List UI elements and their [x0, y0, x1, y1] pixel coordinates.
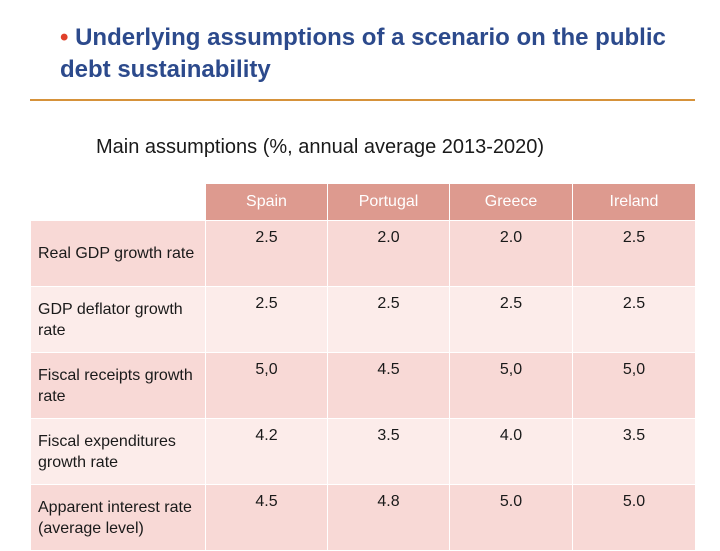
table-cell: 4.8	[327, 484, 450, 551]
table-cell: 4.0	[449, 418, 573, 485]
table-row: Apparent interest rate (average level) 4…	[30, 484, 696, 551]
assumptions-table: Spain Portugal Greece Ireland Real GDP g…	[30, 183, 696, 551]
row-label: Apparent interest rate (average level)	[30, 484, 206, 551]
column-header-portugal: Portugal	[327, 183, 450, 221]
table-row: Real GDP growth rate 2.5 2.0 2.0 2.5	[30, 220, 696, 287]
table-cell: 2.5	[327, 286, 450, 353]
table-header-row: Spain Portugal Greece Ireland	[30, 183, 696, 221]
table-cell: 3.5	[327, 418, 450, 485]
table-row: GDP deflator growth rate 2.5 2.5 2.5 2.5	[30, 286, 696, 353]
table-cell: 5.0	[449, 484, 573, 551]
table-row: Fiscal receipts growth rate 5,0 4.5 5,0 …	[30, 352, 696, 419]
column-header-spain: Spain	[205, 183, 328, 221]
table-cell: 2.5	[205, 286, 328, 353]
row-label: Fiscal expenditures growth rate	[30, 418, 206, 485]
table-cell: 5.0	[572, 484, 696, 551]
table-corner-cell	[30, 183, 206, 221]
title-bullet: •	[60, 24, 69, 51]
table-cell: 3.5	[572, 418, 696, 485]
table-cell: 5,0	[205, 352, 328, 419]
table-cell: 5,0	[449, 352, 573, 419]
table-cell: 5,0	[572, 352, 696, 419]
table-cell: 2.5	[572, 220, 696, 287]
row-label: Fiscal receipts growth rate	[30, 352, 206, 419]
slide-title-text: Underlying assumptions of a scenario on …	[60, 24, 666, 83]
table-cell: 4.5	[205, 484, 328, 551]
row-label: Real GDP growth rate	[30, 220, 206, 287]
slide-title: • Underlying assumptions of a scenario o…	[60, 22, 700, 86]
table-row: Fiscal expenditures growth rate 4.2 3.5 …	[30, 418, 696, 485]
table-cell: 2.0	[449, 220, 573, 287]
table-cell: 2.5	[205, 220, 328, 287]
column-header-greece: Greece	[449, 183, 573, 221]
row-label: GDP deflator growth rate	[30, 286, 206, 353]
table-cell: 4.2	[205, 418, 328, 485]
title-divider	[30, 99, 695, 101]
table-cell: 2.5	[449, 286, 573, 353]
table-cell: 2.5	[572, 286, 696, 353]
table-cell: 2.0	[327, 220, 450, 287]
table-cell: 4.5	[327, 352, 450, 419]
table-caption: Main assumptions (%, annual average 2013…	[96, 136, 545, 158]
column-header-ireland: Ireland	[572, 183, 696, 221]
